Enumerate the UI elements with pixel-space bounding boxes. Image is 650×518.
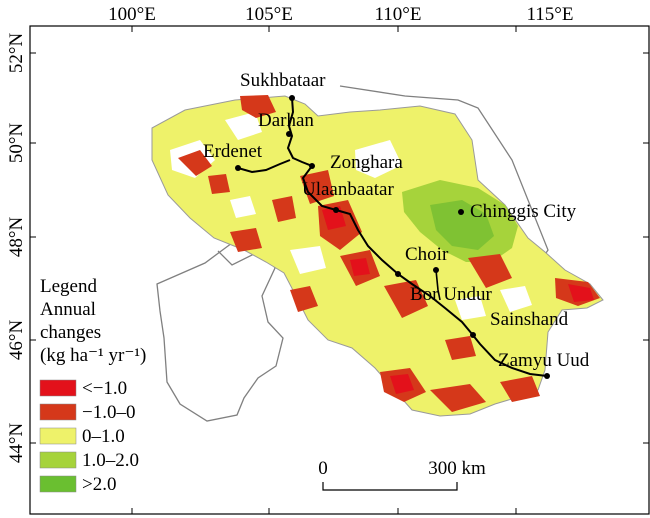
city-label-sainshand: Sainshand xyxy=(490,309,569,330)
lon-label-105: 105°E xyxy=(245,4,293,25)
city-label-borundur: Bor Undur xyxy=(410,284,492,305)
railway-branch-choir xyxy=(435,269,441,301)
latitude-ticks xyxy=(30,52,649,444)
longitude-ticks xyxy=(131,26,517,514)
legend-title-1: Legend xyxy=(40,276,97,297)
city-label-zamyuud: Zamyu Uud xyxy=(498,350,590,371)
city-label-choir: Choir xyxy=(405,244,449,265)
legend-swatch-3 xyxy=(39,451,77,469)
legend-label-1: −1.0–0 xyxy=(82,402,135,423)
dark-green-zone xyxy=(430,200,494,250)
lat-label-46: 46°N xyxy=(6,320,27,361)
city-point-zamyuud xyxy=(544,373,550,379)
city-point-ulaanbaatar xyxy=(333,207,339,213)
scale-bar-line xyxy=(322,482,458,491)
legend: Legend Annual changes (kg ha⁻¹ yr⁻¹) <−1… xyxy=(39,276,146,495)
city-point-darhan xyxy=(286,131,292,137)
legend-label-4: >2.0 xyxy=(82,474,116,495)
legend-swatch-4 xyxy=(39,475,77,493)
decline-patches xyxy=(178,95,600,412)
city-label-ulaanbaatar: Ulaanbaatar xyxy=(302,179,394,200)
lat-label-50: 50°N xyxy=(6,123,27,164)
lat-label-52: 52°N xyxy=(6,33,27,74)
legend-swatch-1 xyxy=(39,403,77,421)
city-label-darhan: Darhan xyxy=(258,110,314,131)
legend-title-4: (kg ha⁻¹ yr⁻¹) xyxy=(40,345,146,366)
city-label-chinggis: Chinggis City xyxy=(470,201,577,222)
city-label-sukhbataar: Sukhbataar xyxy=(240,70,326,91)
city-point-choir xyxy=(433,267,439,273)
lon-label-115: 115°E xyxy=(527,4,574,25)
lon-label-100: 100°E xyxy=(108,4,156,25)
legend-label-3: 1.0–2.0 xyxy=(82,450,139,471)
city-label-zonghara: Zonghara xyxy=(330,152,403,173)
legend-title-2: Annual xyxy=(40,299,96,320)
city-point-sukhbataar xyxy=(289,95,295,101)
legend-swatch-0 xyxy=(39,379,77,397)
city-point-chinggis xyxy=(458,209,464,215)
city-point-sainshand xyxy=(470,332,476,338)
lat-label-48: 48°N xyxy=(6,217,27,258)
legend-swatch-2 xyxy=(39,427,77,445)
railway-branch-erdenet xyxy=(237,159,291,174)
lon-label-110: 110°E xyxy=(375,4,422,25)
city-label-erdenet: Erdenet xyxy=(203,141,263,162)
scale-bar-start: 0 xyxy=(318,458,328,479)
railway-line xyxy=(286,97,548,377)
city-point-erdenet xyxy=(235,165,241,171)
lat-label-44: 44°N xyxy=(6,423,27,464)
city-points xyxy=(235,95,550,379)
legend-label-0: <−1.0 xyxy=(82,378,127,399)
legend-label-2: 0–1.0 xyxy=(82,426,125,447)
city-point-borundur xyxy=(395,271,401,277)
scale-bar: 0 300 km xyxy=(318,458,486,491)
scale-bar-end: 300 km xyxy=(428,458,486,479)
no-data-patches xyxy=(170,112,532,320)
city-point-zonghara xyxy=(309,163,315,169)
legend-title-3: changes xyxy=(40,322,101,343)
